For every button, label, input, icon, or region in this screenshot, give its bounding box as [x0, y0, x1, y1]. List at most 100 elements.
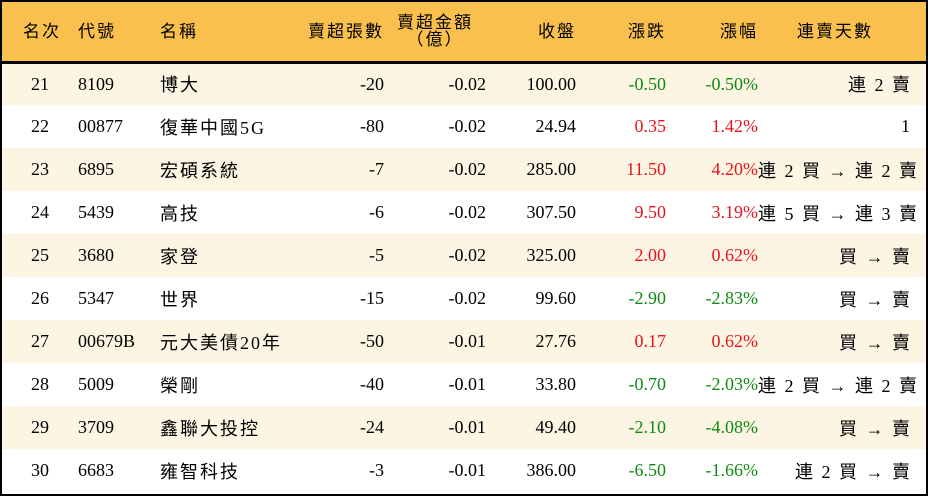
cell-consecutive-days: 連 2 買 → 賣	[795, 461, 912, 482]
cell-sell-amount: -0.01	[448, 460, 487, 480]
table-row[interactable]: 24 5439 高技 -6 -0.02 307.50 9.50 3.19% 連 5 買 → 連 …	[2, 191, 926, 234]
cell-name: 元大美債20年	[160, 332, 282, 353]
table-row[interactable]: 22 00877 復華中國5G -80 -0.02 24.94 0.35 1.42% 1	[2, 105, 926, 148]
cell-consecutive-days: 買 → 賣	[839, 289, 912, 310]
cell-change: -2.90	[628, 288, 667, 308]
header-close[interactable]: 收盤	[538, 21, 576, 41]
cell-close: 99.60	[535, 288, 577, 308]
cell-code: 3680	[78, 245, 114, 265]
cell-code: 00679B	[78, 331, 136, 351]
cell-name: 宏碩系統	[160, 160, 240, 181]
cell-change: -0.50	[628, 73, 667, 94]
cell-change-pct: 1.42%	[711, 116, 759, 136]
table-row[interactable]: 21 8109 博大 -20 -0.02 100.00 -0.50 -0.50% 連 2 賣	[2, 62, 926, 105]
cell-sell-amount: -0.02	[448, 73, 487, 94]
cell-close: 27.76	[535, 331, 577, 351]
cell-change-pct: 0.62%	[711, 245, 759, 265]
cell-consecutive-days: 買 → 賣	[839, 332, 912, 353]
cell-consecutive-days: 連 5 買 → 連 3 賣	[758, 203, 919, 224]
cell-sell-amount: -0.02	[448, 288, 487, 308]
cell-close: 33.80	[535, 374, 577, 394]
cell-change: 2.00	[634, 245, 667, 265]
cell-consecutive-days: 連 2 賣	[848, 75, 912, 96]
cell-sell-volume: -24	[360, 417, 384, 437]
cell-name: 家登	[160, 246, 200, 267]
cell-sell-amount: -0.01	[448, 374, 487, 394]
cell-name: 高技	[160, 203, 200, 224]
cell-code: 3709	[78, 417, 114, 437]
cell-close: 386.00	[526, 460, 577, 480]
table-row[interactable]: 26 5347 世界 -15 -0.02 99.60 -2.90 -2.83% 買 → 賣	[2, 277, 926, 320]
header-code[interactable]: 代號	[78, 21, 116, 41]
table-row[interactable]: 30 6683 雍智科技 -3 -0.01 386.00 -6.50 -1.66% 連 2 買 …	[2, 449, 926, 492]
cell-code: 00877	[78, 116, 123, 136]
cell-consecutive-days: 連 2 買 → 連 2 賣	[758, 375, 919, 396]
cell-code: 5347	[78, 288, 114, 308]
cell-rank: 28	[31, 374, 49, 394]
cell-sell-amount: -0.02	[448, 116, 487, 136]
cell-code: 5009	[78, 374, 114, 394]
table-row[interactable]: 29 3709 鑫聯大投控 -24 -0.01 49.40 -2.10 -4.08% 買 → 賣	[2, 406, 926, 449]
header-consecutive-days[interactable]: 連賣天數	[797, 21, 873, 41]
cell-consecutive-days: 連 2 買 → 連 2 賣	[758, 160, 919, 181]
cell-change-pct: -2.83%	[705, 288, 759, 308]
cell-sell-amount: -0.02	[448, 202, 487, 222]
cell-close: 100.00	[526, 73, 577, 94]
cell-rank: 23	[31, 159, 49, 179]
cell-rank: 25	[31, 245, 49, 265]
cell-code: 8109	[78, 73, 114, 94]
cell-rank: 24	[31, 202, 49, 222]
cell-code: 6895	[78, 159, 114, 179]
cell-change: -2.10	[628, 417, 667, 437]
cell-sell-volume: -5	[369, 245, 384, 265]
cell-change-pct: -4.08%	[705, 417, 759, 437]
cell-sell-volume: -50	[360, 331, 384, 351]
table-row[interactable]: 28 5009 榮剛 -40 -0.01 33.80 -0.70 -2.03% 連 2 買 → …	[2, 363, 926, 406]
table-row[interactable]: 25 3680 家登 -5 -0.02 325.00 2.00 0.62% 買 → 賣	[2, 234, 926, 277]
cell-consecutive-days: 買 → 賣	[839, 418, 912, 439]
cell-name: 鑫聯大投控	[160, 418, 260, 439]
cell-sell-volume: -3	[369, 460, 384, 480]
cell-rank: 29	[31, 417, 49, 437]
cell-rank: 21	[31, 73, 49, 94]
cell-change: 0.35	[634, 116, 667, 136]
cell-sell-volume: -15	[360, 288, 384, 308]
cell-sell-volume: -40	[360, 374, 384, 394]
table-header-row: 名次 代號 名稱 賣超張數 賣超金額 （億） 收盤 漲跌 漲幅 連賣天數	[2, 2, 926, 62]
cell-change: -0.70	[628, 374, 667, 394]
header-sell-amount[interactable]: 賣超金額 （億）	[397, 13, 473, 50]
cell-sell-amount: -0.02	[448, 245, 487, 265]
cell-change-pct: -1.66%	[705, 460, 759, 480]
header-change[interactable]: 漲跌	[628, 21, 666, 41]
cell-change: 9.50	[634, 202, 667, 222]
header-name[interactable]: 名稱	[160, 21, 198, 41]
cell-name: 榮剛	[160, 375, 200, 396]
cell-change-pct: 0.62%	[711, 331, 759, 351]
cell-consecutive-days: 1	[901, 116, 912, 136]
cell-sell-amount: -0.01	[448, 331, 487, 351]
cell-rank: 26	[31, 288, 49, 308]
cell-sell-amount: -0.02	[448, 159, 487, 179]
cell-consecutive-days: 買 → 賣	[839, 246, 912, 267]
cell-rank: 22	[31, 116, 49, 136]
cell-change: -6.50	[628, 460, 667, 480]
cell-name: 世界	[160, 289, 200, 310]
cell-close: 285.00	[526, 159, 577, 179]
cell-change-pct: 3.19%	[711, 202, 759, 222]
cell-change: 11.50	[626, 159, 666, 179]
cell-rank: 27	[31, 331, 49, 351]
header-rank[interactable]: 名次	[23, 21, 61, 41]
cell-close: 49.40	[535, 417, 577, 437]
cell-sell-volume: -80	[360, 116, 384, 136]
table-row[interactable]: 27 00679B 元大美債20年 -50 -0.01 27.76 0.17 0.62% 買 →…	[2, 320, 926, 363]
table-row[interactable]: 23 6895 宏碩系統 -7 -0.02 285.00 11.50 4.20% 連 2 買 →…	[2, 148, 926, 191]
cell-change-pct: -2.03%	[705, 374, 759, 394]
cell-close: 325.00	[526, 245, 577, 265]
cell-close: 24.94	[535, 116, 577, 136]
cell-change: 0.17	[634, 331, 667, 351]
header-sell-volume[interactable]: 賣超張數	[308, 21, 384, 41]
header-change-pct[interactable]: 漲幅	[720, 21, 758, 41]
cell-rank: 30	[31, 460, 49, 480]
